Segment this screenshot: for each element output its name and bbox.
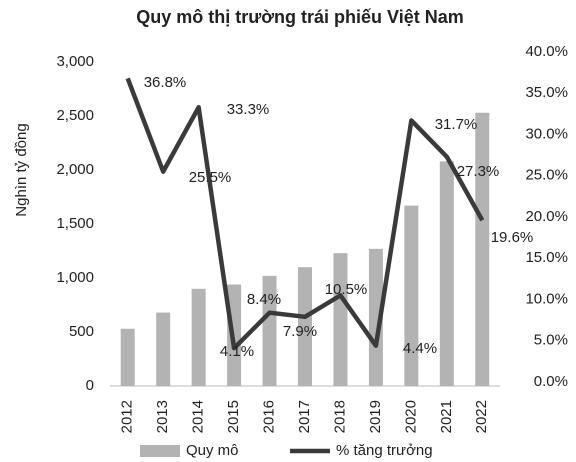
y2-tick-label: 0.0% [534,373,568,390]
data-label: 7.9% [283,323,317,340]
y-tick-label: 3,000 [56,53,94,70]
x-tick-label: 2017 [296,400,313,433]
data-label: 4.1% [220,343,254,360]
data-label: 27.3% [457,163,500,180]
x-tick-label: 2014 [190,400,207,433]
data-label: 10.5% [325,281,368,298]
y-tick-label: 1,500 [56,215,94,232]
bar [368,248,383,386]
bar [475,112,490,386]
x-tick-label: 2013 [154,400,171,433]
y-tick-label: 2,500 [56,107,94,124]
y2-tick-label: 25.0% [525,167,568,184]
y-tick-label: 1,000 [56,269,94,286]
y-tick-label: 2,000 [56,161,94,178]
bar [156,312,171,386]
x-tick-label: 2012 [119,400,136,433]
x-tick-label: 2022 [473,400,490,433]
bar [333,253,348,386]
y-tick-label: 0 [86,377,94,394]
data-label: 25.5% [189,169,232,186]
bar [439,161,454,386]
x-tick-label: 2018 [331,400,348,433]
y2-tick-label: 15.0% [525,249,568,266]
y-axis-label: Nghìn tỷ đồng [13,123,30,216]
y2-tick-label: 5.0% [534,332,568,349]
y-tick-label: 500 [69,323,94,340]
x-tick-label: 2020 [402,400,419,433]
chart-title: Quy mô thị trường trái phiếu Việt Nam [136,7,464,27]
line [125,77,485,351]
data-label: 8.4% [247,291,281,308]
data-label: 36.8% [144,74,187,91]
y2-tick-label: 20.0% [525,208,568,225]
bar [298,267,312,386]
data-label: 4.4% [403,340,437,357]
legend-label: % tăng trưởng [336,442,433,459]
legend-swatch [140,445,180,457]
y2-tick-label: 10.0% [525,290,568,307]
data-label: 31.7% [435,116,478,133]
y2-tick-label: 40.0% [525,43,568,60]
data-label: 19.6% [491,229,534,246]
bar [404,205,419,386]
x-tick-label: 2016 [261,400,278,433]
legend-label: Quy mô [186,442,239,459]
y2-tick-label: 35.0% [525,84,568,101]
bar [120,328,135,386]
x-tick-label: 2015 [225,400,242,433]
data-label: 33.3% [227,101,270,118]
bar [191,288,206,386]
bar [262,275,277,386]
x-tick-label: 2021 [438,400,455,433]
x-tick-label: 2019 [367,400,384,433]
y2-tick-label: 30.0% [525,125,568,142]
